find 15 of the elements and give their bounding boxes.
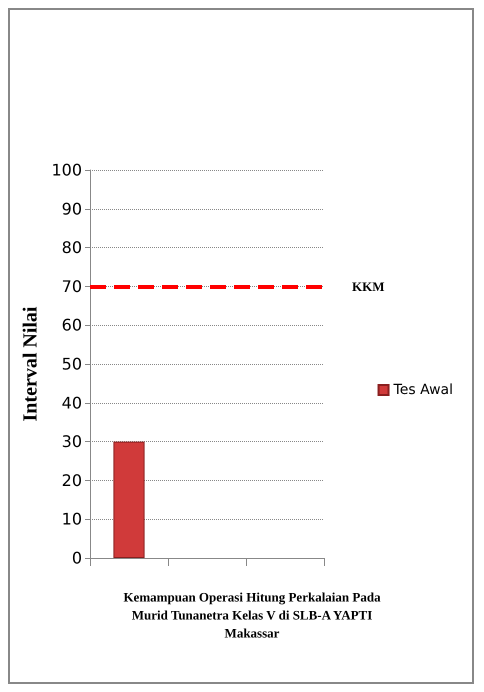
y-tick-label: 40 xyxy=(62,393,82,412)
y-tick-label: 60 xyxy=(62,316,82,335)
y-tick-label: 100 xyxy=(51,160,82,180)
y-tick-label: 50 xyxy=(62,354,82,374)
y-tick-label: 0 xyxy=(72,548,82,568)
y-tick-label: 90 xyxy=(62,199,82,218)
y-tick-label: 10 xyxy=(62,510,82,529)
x-axis-title: Kemampuan Operasi Hitung Perkalaian Pada Murid Tunanetra Kelas V di SLB-A YAPTI Makassar xyxy=(123,590,382,640)
y-tick-label: 70 xyxy=(62,276,82,296)
y-tick-label: 20 xyxy=(62,470,82,490)
legend-label: Tes Awal xyxy=(392,382,454,398)
ref-line-label: KKM xyxy=(352,278,384,294)
y-axis-title: Interval Nilai xyxy=(20,306,42,422)
y-tick-label: 30 xyxy=(62,432,82,452)
y-tick-label: 80 xyxy=(62,238,82,258)
